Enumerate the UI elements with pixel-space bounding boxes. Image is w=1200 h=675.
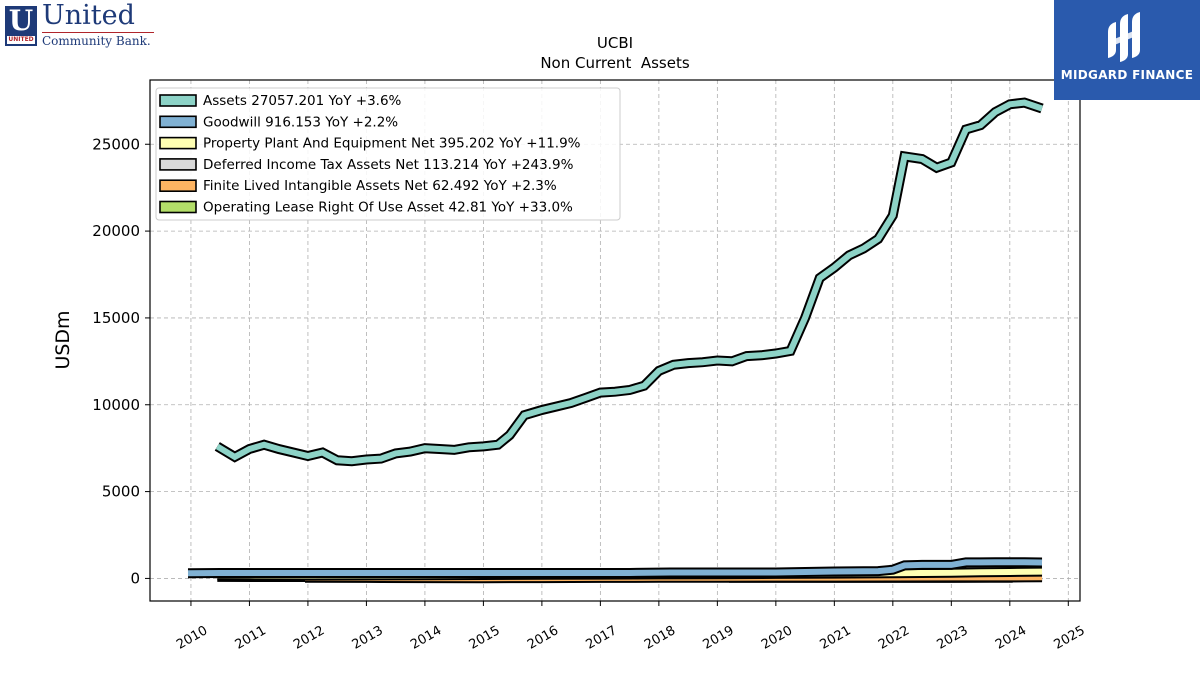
legend-entry: Goodwill 916.153 YoY +2.2% [203,114,398,130]
y-axis-label: USDm [52,310,74,369]
x-tick-label: 2011 [233,623,269,653]
x-tick-label: 2025 [1051,623,1087,653]
legend: Assets 27057.201 YoY +3.6% Goodwill 916.1… [155,87,621,221]
legend-entry: Deferred Income Tax Assets Net 113.214 Y… [203,157,574,173]
x-tick-label: 2020 [759,623,795,653]
series-line [187,559,1043,577]
series-layer [187,97,1044,584]
x-tick-label: 2012 [291,623,327,653]
x-tick-label: 2022 [876,623,912,653]
legend-entry: Assets 27057.201 YoY +3.6% [203,93,402,109]
ucb-divider [42,32,154,33]
x-tick-label: 2018 [642,623,678,653]
legend-swatch [159,179,197,192]
series-line [215,99,1043,465]
legend-swatch [159,115,197,129]
x-tick-label: 2014 [408,623,444,653]
legend-swatch [159,158,197,171]
y-tick-label: 20000 [92,222,140,240]
legend-entry: Property Plant And Equipment Net 395.202… [203,136,581,152]
x-tick-label: 2017 [584,623,620,653]
midgard-finance-logo: MIDGARD FINANCE [1054,0,1200,100]
ucb-brand-sub: Community Bank. [42,34,151,48]
x-axis: 2010 2011 2012 2013 2014 2015 2016 2017 2018 2019… [174,601,1088,653]
legend-swatch [159,136,197,150]
x-tick-label: 2019 [701,623,737,653]
legend-entry: Operating Lease Right Of Use Asset 42.81… [203,200,573,216]
x-tick-label: 2023 [934,623,970,653]
y-tick-label: 10000 [92,396,140,414]
ucb-mark-small-text: UNITED [7,36,35,44]
y-tick-label: 15000 [92,309,140,327]
x-tick-label: 2015 [467,623,503,653]
x-tick-label: 2021 [818,623,854,653]
legend-box [155,87,621,221]
chart-title: UCBI [597,34,633,52]
ucb-mark-icon: U UNITED [5,4,37,46]
chart-subtitle: Non Current Assets [540,54,690,72]
x-tick-label: 2016 [525,623,561,653]
y-tick-label: 0 [130,569,140,587]
ucb-brand-name: United [42,0,135,31]
y-tick-label: 5000 [102,483,140,501]
united-community-bank-logo: U UNITED United Community Bank. [4,0,164,48]
midgard-logo-icon [1108,12,1140,62]
ucb-mark-letter: U [8,4,34,37]
series-0 [214,97,1044,467]
series-1 [187,557,1043,579]
x-tick-label: 2013 [350,623,386,653]
legend-swatch [159,200,197,214]
plot-frame [149,79,1081,602]
y-tick-label: 25000 [92,135,140,153]
y-axis: 0 5000 10000 15000 20000 25000 [92,135,150,587]
x-tick-label: 2024 [993,623,1029,653]
legend-entry: Finite Lived Intangible Assets Net 62.49… [203,178,557,194]
x-tick-label: 2010 [174,623,210,653]
legend-swatch [159,94,197,107]
midgard-finance-name: MIDGARD FINANCE [1060,68,1194,82]
